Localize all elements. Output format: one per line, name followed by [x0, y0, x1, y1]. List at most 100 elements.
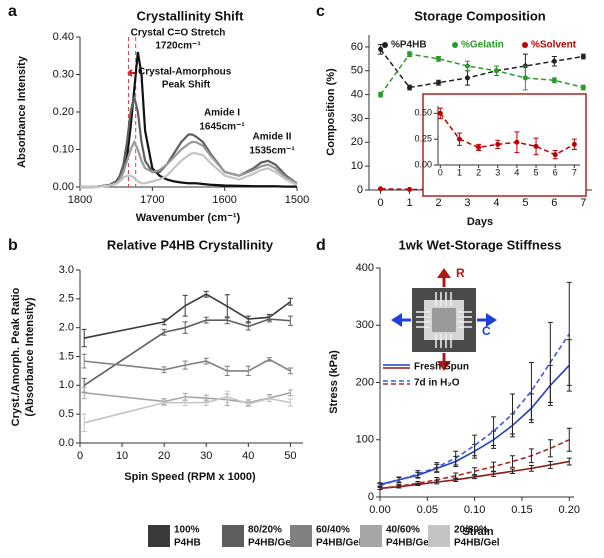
- data-point: [436, 56, 442, 62]
- panel-letter: c: [316, 3, 325, 20]
- y-tick-label: 0: [368, 491, 374, 503]
- error-bar: [566, 457, 572, 466]
- data-point: [522, 75, 528, 81]
- series-line: [84, 358, 291, 372]
- legend-label: 100%: [174, 525, 200, 536]
- x-tick-label: 0: [77, 450, 83, 462]
- data-point: [407, 84, 413, 90]
- error-bar: [509, 468, 515, 475]
- y-axis-label: Composition (%): [325, 68, 337, 156]
- x-tick-label: 5: [534, 167, 539, 177]
- x-tick-label: 2: [476, 167, 481, 177]
- error-bar: [287, 389, 293, 397]
- data-point: [378, 92, 384, 98]
- error-bar: [182, 360, 188, 370]
- legend-label: 7d in H₂O: [414, 378, 460, 389]
- legend-label: Fresh Spun: [414, 362, 469, 373]
- legend-label: P4HB/Gel: [454, 538, 500, 549]
- chart-title: Relative P4HB Crystallinity: [107, 237, 274, 252]
- data-point: [476, 144, 482, 150]
- x-tick-label: 1500: [285, 194, 309, 206]
- series-line: [379, 48, 584, 89]
- y-axis-label: Cryst./Amorph. Peak Ratio: [10, 287, 22, 426]
- x-tick-label: 2: [435, 197, 441, 209]
- error-bar: [266, 315, 272, 323]
- x-tick-label: 0.15: [511, 504, 532, 516]
- x-tick-label: 1700: [140, 194, 164, 206]
- error-bar: [161, 366, 167, 374]
- error-bar: [453, 450, 459, 466]
- error-bar: [203, 316, 209, 324]
- data-point: [495, 141, 501, 147]
- series-line: [84, 396, 291, 424]
- data-point: [551, 77, 557, 83]
- y-axis-label: Absorbance Intensity: [16, 55, 28, 168]
- data-point: [514, 139, 520, 145]
- error-bar: [396, 483, 402, 489]
- error-bar: [547, 461, 553, 469]
- error-bar: [182, 321, 188, 334]
- legend-swatch: [148, 525, 170, 547]
- x-tick-label: 7: [580, 197, 586, 209]
- x-tick-label: 0.10: [464, 504, 485, 516]
- data-point: [552, 152, 558, 158]
- error-bar: [566, 427, 572, 452]
- y-axis-label: Stress (kPa): [328, 350, 340, 414]
- x-tick-label: 1: [457, 167, 462, 177]
- legend-swatch: [290, 525, 312, 547]
- data-point: [407, 186, 413, 192]
- error-bar: [287, 315, 293, 326]
- error-bar: [81, 353, 87, 369]
- error-bar: [203, 290, 209, 298]
- x-axis-label: Spin Speed (RPM x 1000): [124, 471, 256, 483]
- y-tick-label: 3.0: [59, 264, 74, 276]
- series-line: [80, 96, 298, 189]
- annotation: C: [482, 324, 491, 338]
- error-bar: [491, 416, 497, 446]
- y-tick-label: 0.10: [53, 143, 74, 155]
- x-tick-label: 4: [514, 167, 519, 177]
- error-bar: [203, 357, 209, 365]
- y-tick-label: 1.0: [59, 379, 74, 391]
- y-tick-label: 0.00: [414, 159, 432, 169]
- error-bar: [161, 318, 167, 326]
- legend-label: %Gelatin: [461, 40, 504, 51]
- y-tick-label: 200: [356, 376, 374, 388]
- annotation: Crystal C=O Stretch: [131, 28, 226, 39]
- data-point: [464, 75, 470, 81]
- x-tick-label: 6: [551, 197, 557, 209]
- error-bar: [287, 297, 293, 306]
- error-bar: [266, 395, 272, 402]
- y-tick-label: 2.0: [59, 322, 74, 334]
- y-tick-label: 1.5: [59, 350, 74, 362]
- annotation: 1535cm⁻¹: [249, 146, 295, 157]
- error-bar: [509, 455, 515, 468]
- error-bar: [224, 390, 230, 404]
- error-bar: [528, 361, 534, 421]
- annotation: Amide II: [253, 132, 292, 143]
- error-bar: [224, 316, 230, 325]
- arrow: [486, 313, 497, 327]
- series-line: [80, 139, 298, 189]
- y-tick-label: 0.30: [53, 68, 74, 80]
- error-bar: [245, 365, 251, 377]
- x-tick-label: 1: [406, 197, 412, 209]
- error-bar: [377, 486, 383, 491]
- data-point: [551, 58, 557, 64]
- y-tick-label: 0.20: [53, 106, 74, 118]
- y-tick-label: 40: [351, 89, 363, 101]
- legend-label: P4HB/Gel: [248, 538, 294, 549]
- error-bar: [528, 448, 534, 464]
- error-bar: [245, 400, 251, 408]
- error-bar: [161, 328, 167, 336]
- data-point: [407, 51, 413, 57]
- x-tick-label: 10: [116, 450, 128, 462]
- error-bar: [472, 434, 478, 457]
- error-bar: [472, 474, 478, 480]
- y-tick-label: 100: [356, 434, 374, 446]
- x-axis-label: Wavenumber (cm⁻¹): [136, 212, 241, 224]
- error-bar: [81, 386, 87, 400]
- error-bar: [182, 294, 188, 317]
- y-axis-label: (Absorbance Intensity): [24, 297, 36, 417]
- x-tick-label: 4: [493, 197, 499, 209]
